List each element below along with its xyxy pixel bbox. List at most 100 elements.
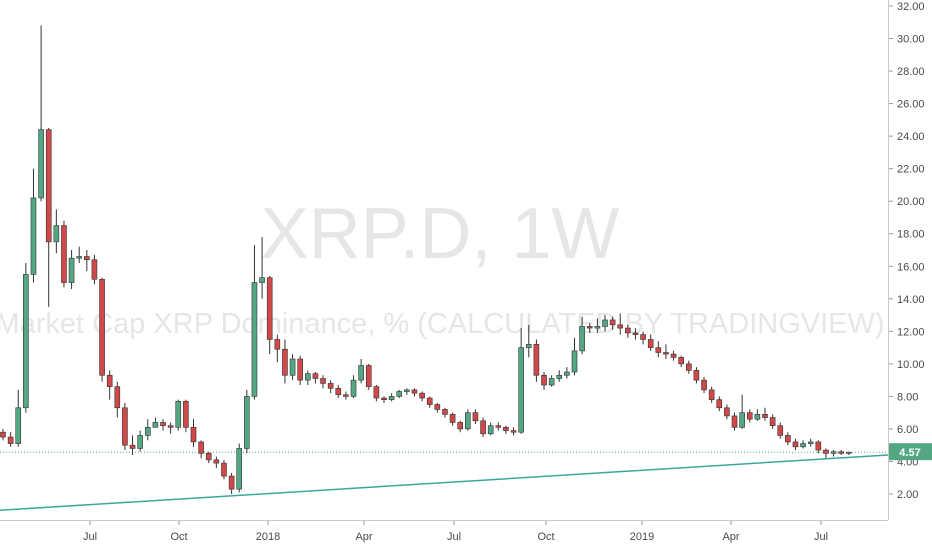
candle[interactable] [404, 388, 410, 395]
candle[interactable] [53, 209, 60, 254]
candle[interactable] [106, 370, 113, 400]
candle[interactable] [701, 376, 707, 394]
candle[interactable] [84, 250, 90, 272]
candle[interactable] [762, 407, 768, 421]
candle[interactable] [838, 450, 845, 455]
candle[interactable] [419, 391, 425, 402]
candle[interactable] [244, 389, 250, 454]
candle[interactable] [282, 339, 288, 384]
candle[interactable] [564, 367, 570, 379]
candle[interactable] [807, 438, 814, 447]
candle[interactable] [594, 318, 601, 333]
candle[interactable] [640, 331, 646, 345]
candle[interactable] [632, 328, 639, 340]
candle[interactable] [312, 372, 319, 384]
candle[interactable] [533, 339, 540, 382]
candle[interactable] [76, 246, 82, 264]
candle[interactable] [167, 422, 174, 434]
candle[interactable] [183, 399, 189, 433]
candle[interactable] [724, 404, 730, 420]
candle[interactable] [571, 337, 578, 376]
candle[interactable] [274, 334, 281, 363]
candle[interactable] [815, 440, 822, 454]
candle[interactable] [487, 422, 494, 436]
candle[interactable] [61, 220, 67, 288]
candle[interactable] [15, 389, 22, 447]
candle[interactable] [228, 472, 235, 494]
candle[interactable] [152, 417, 159, 428]
candle[interactable] [548, 375, 555, 387]
candle[interactable] [769, 414, 776, 429]
candle[interactable] [304, 370, 311, 386]
candle[interactable] [327, 380, 334, 394]
candle[interactable] [381, 396, 387, 403]
candle[interactable] [510, 427, 517, 436]
time-axis[interactable]: Jul Oct 2018 Apr Jul Oct 2019 Apr Jul [83, 521, 828, 543]
candle[interactable] [426, 396, 433, 408]
candle[interactable] [91, 254, 98, 285]
candle[interactable] [449, 412, 456, 426]
candle[interactable] [579, 316, 585, 355]
candle[interactable] [556, 370, 563, 382]
candle[interactable] [746, 409, 753, 423]
candle[interactable] [617, 313, 624, 335]
candle[interactable] [739, 394, 745, 429]
candle[interactable] [190, 419, 197, 447]
candle[interactable] [99, 277, 105, 382]
candle[interactable] [343, 391, 349, 400]
candle[interactable] [823, 448, 829, 459]
candle[interactable] [777, 422, 784, 439]
candle[interactable] [754, 409, 761, 421]
candle[interactable] [670, 350, 677, 361]
candle[interactable] [388, 393, 395, 402]
candle[interactable] [251, 245, 258, 400]
candle[interactable] [350, 375, 357, 399]
candle[interactable] [266, 276, 273, 355]
candle[interactable] [335, 385, 342, 399]
candle[interactable] [411, 388, 418, 397]
candle[interactable] [708, 386, 715, 403]
plot-area[interactable] [0, 25, 889, 512]
candle[interactable] [434, 402, 441, 413]
candle[interactable] [0, 428, 6, 441]
candle[interactable] [129, 435, 136, 455]
candle[interactable] [609, 316, 616, 330]
candle[interactable] [678, 355, 684, 368]
candle[interactable] [213, 456, 220, 468]
candle[interactable] [7, 432, 14, 447]
candle[interactable] [175, 399, 182, 431]
candle[interactable] [114, 381, 121, 418]
candle[interactable] [259, 236, 265, 299]
candle[interactable] [297, 355, 303, 386]
candle[interactable] [205, 451, 212, 464]
candle[interactable] [655, 341, 662, 358]
candle[interactable] [236, 443, 243, 493]
candle[interactable] [480, 417, 486, 438]
candle[interactable] [38, 25, 44, 202]
candle[interactable] [144, 419, 151, 441]
support-trendline[interactable] [0, 454, 889, 512]
candle[interactable] [663, 344, 669, 359]
candle[interactable] [541, 372, 547, 390]
candle[interactable] [693, 367, 700, 384]
candle[interactable] [465, 409, 471, 431]
candle[interactable] [396, 389, 403, 399]
candle[interactable] [846, 451, 852, 455]
candle[interactable] [30, 168, 37, 283]
candle[interactable] [503, 425, 509, 434]
candle[interactable] [137, 430, 143, 452]
candle[interactable] [602, 315, 608, 332]
candle[interactable] [373, 385, 380, 402]
candle[interactable] [518, 328, 524, 434]
candle[interactable] [221, 459, 227, 480]
candle[interactable] [785, 432, 791, 446]
candle[interactable] [495, 422, 502, 431]
candle[interactable] [830, 450, 837, 457]
candle[interactable] [320, 375, 326, 389]
candle[interactable] [122, 402, 128, 451]
candle[interactable] [457, 420, 464, 433]
candle[interactable] [289, 354, 296, 381]
candle[interactable] [160, 419, 166, 431]
candle[interactable] [716, 396, 723, 412]
